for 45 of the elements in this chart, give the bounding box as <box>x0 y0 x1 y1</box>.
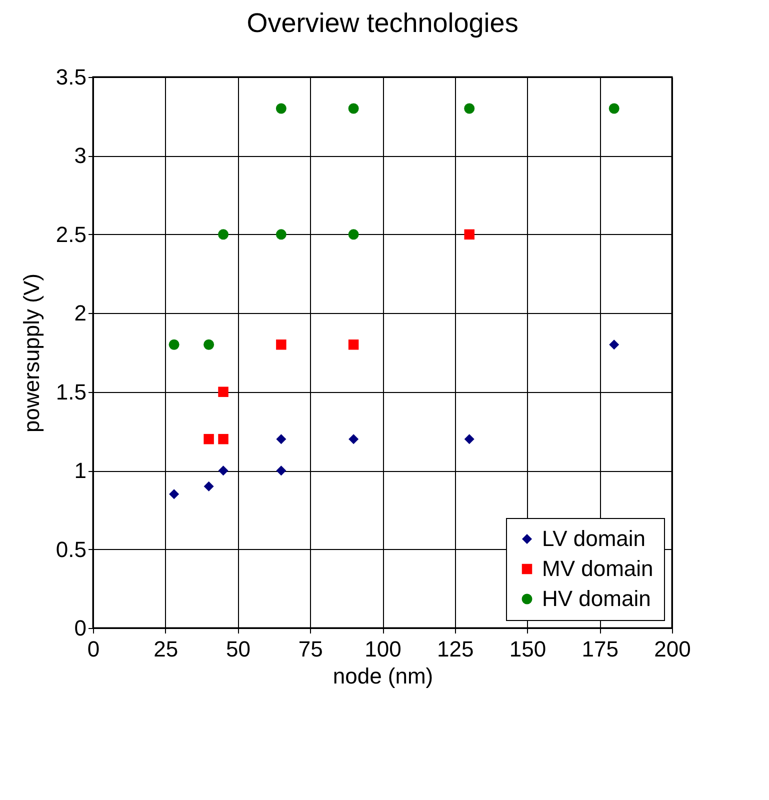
point <box>168 339 180 350</box>
point <box>609 340 620 350</box>
point <box>348 340 359 350</box>
point <box>276 340 286 350</box>
point <box>464 434 474 444</box>
point <box>348 229 359 240</box>
point <box>464 103 475 114</box>
point <box>464 229 474 240</box>
point <box>276 103 286 114</box>
legend-label: MV domain <box>542 556 654 581</box>
y-tick-label: 3.5 <box>56 64 86 90</box>
point <box>348 434 359 444</box>
y-tick-label: 0.5 <box>56 536 86 562</box>
point <box>276 229 286 240</box>
x-tick-label: 25 <box>154 636 178 662</box>
point <box>276 434 286 444</box>
point <box>218 434 228 444</box>
x-axis-title: node (nm) <box>332 664 434 688</box>
y-tick-label: 1.5 <box>56 379 86 404</box>
point <box>169 489 180 500</box>
x-tick-label: 100 <box>364 636 402 662</box>
x-tick-label: 75 <box>298 636 323 662</box>
point <box>218 466 228 476</box>
point <box>204 481 214 492</box>
y-tick-label: 1 <box>74 458 86 484</box>
point <box>218 386 228 397</box>
x-tick-label: 175 <box>582 636 618 662</box>
y-axis-title: powersupply (V) <box>18 274 44 432</box>
point <box>608 103 620 114</box>
x-tick-label: 125 <box>437 636 474 662</box>
y-tick-label: 2.5 <box>56 222 86 247</box>
legend-label: LV domain <box>542 526 646 551</box>
x-tick-label: 150 <box>509 636 546 662</box>
point <box>204 434 214 444</box>
point <box>204 339 214 350</box>
x-tick-label: 200 <box>654 636 691 662</box>
point <box>218 229 229 240</box>
y-tick-label: 3 <box>74 143 86 168</box>
point <box>348 103 359 114</box>
y-tick-label: 0 <box>74 616 86 640</box>
legend-label: HV domain <box>542 586 651 611</box>
point <box>276 466 286 476</box>
chart-title: Overview technologies <box>246 8 518 38</box>
x-tick-label: 50 <box>226 636 250 662</box>
y-tick-label: 2 <box>74 300 86 326</box>
